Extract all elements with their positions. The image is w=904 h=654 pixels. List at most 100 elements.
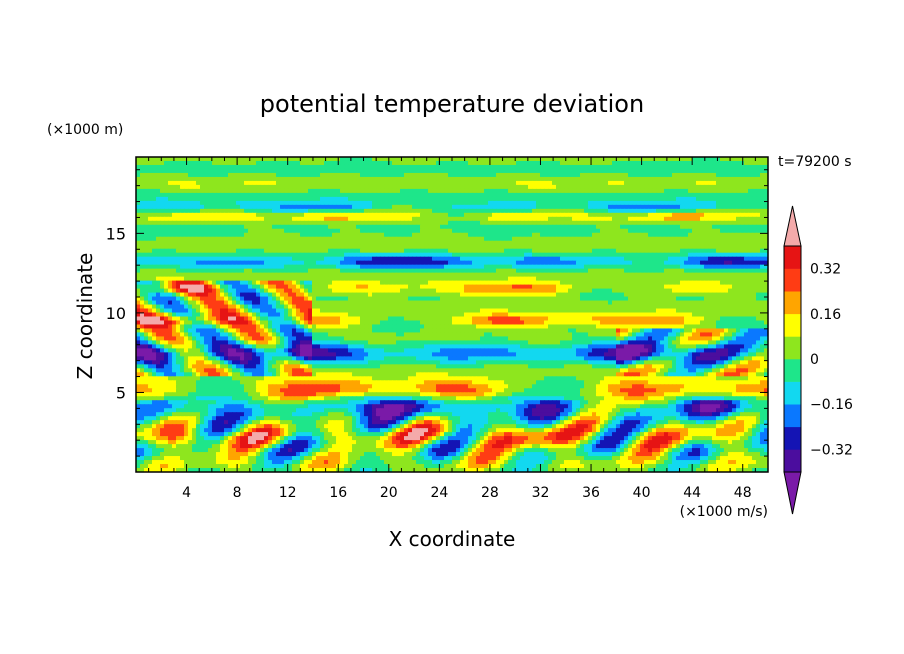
field-cell	[740, 204, 745, 210]
field-cell	[544, 192, 549, 198]
field-cell	[460, 188, 465, 194]
field-cell	[220, 260, 225, 266]
field-cell	[236, 248, 241, 254]
field-cell	[508, 220, 513, 226]
field-cell	[224, 268, 229, 274]
field-cell	[400, 248, 405, 254]
field-cell	[416, 176, 421, 182]
field-cell	[696, 268, 701, 274]
field-cell	[452, 280, 457, 286]
field-cell	[292, 244, 297, 250]
field-cell	[440, 228, 445, 234]
field-cell	[480, 268, 485, 274]
field-cell	[204, 160, 209, 166]
field-cell	[544, 272, 549, 278]
field-cell	[664, 184, 669, 190]
field-cell	[340, 236, 345, 242]
field-cell	[652, 232, 657, 238]
field-cell	[216, 264, 221, 270]
field-cell	[164, 272, 169, 278]
field-cell	[288, 200, 293, 206]
field-cell	[188, 216, 193, 222]
field-cell	[332, 157, 337, 162]
field-cell	[500, 244, 505, 250]
field-cell	[524, 200, 529, 206]
field-cell	[416, 256, 421, 262]
field-cell	[696, 180, 701, 186]
field-cell	[644, 264, 649, 270]
field-cell	[516, 188, 521, 194]
field-cell	[180, 224, 185, 230]
field-cell	[716, 256, 721, 262]
field-cell	[356, 204, 361, 210]
field-cell	[632, 208, 637, 214]
field-cell	[388, 268, 393, 274]
field-cell	[344, 232, 349, 238]
field-cell	[176, 232, 181, 238]
field-cell	[552, 240, 557, 246]
field-cell	[148, 172, 153, 178]
field-cell	[704, 220, 709, 226]
field-cell	[196, 168, 201, 174]
field-cell	[700, 224, 705, 230]
field-cell	[740, 244, 745, 250]
field-cell	[652, 276, 657, 282]
field-cell	[520, 192, 525, 198]
field-cell	[284, 204, 289, 210]
field-cell	[672, 192, 677, 198]
field-cell	[248, 160, 253, 166]
field-cell	[432, 180, 437, 186]
field-cell	[724, 200, 729, 206]
field-cell	[720, 192, 725, 198]
field-cell	[532, 224, 537, 230]
field-cell	[284, 188, 289, 194]
field-cell	[656, 192, 661, 198]
field-cell	[204, 252, 209, 258]
field-cell	[744, 216, 749, 222]
field-cell	[180, 176, 185, 182]
field-cell	[356, 256, 361, 262]
field-cell	[224, 200, 229, 206]
field-cell	[220, 200, 225, 206]
field-cell	[504, 188, 509, 194]
field-cell	[516, 252, 521, 258]
field-cell	[460, 196, 465, 202]
field-cell	[224, 264, 229, 270]
field-cell	[312, 236, 317, 242]
field-cell	[544, 157, 549, 162]
field-cell	[480, 216, 485, 222]
field-cell	[576, 264, 581, 270]
field-cell	[344, 228, 349, 234]
field-cell	[652, 176, 657, 182]
field-cell	[668, 180, 673, 186]
field-cell	[480, 172, 485, 178]
field-cell	[400, 192, 405, 198]
field-cell	[156, 224, 161, 230]
field-cell	[528, 224, 533, 230]
field-cell	[668, 168, 673, 174]
field-cell	[688, 240, 693, 246]
field-cell	[196, 196, 201, 202]
field-cell	[212, 192, 217, 198]
field-cell	[692, 192, 697, 198]
field-cell	[620, 272, 625, 278]
field-cell	[148, 276, 153, 282]
field-cell	[248, 280, 253, 286]
field-cell	[200, 280, 205, 286]
field-cell	[696, 204, 701, 210]
field-cell	[484, 204, 489, 210]
field-cell	[372, 236, 377, 242]
field-cell	[328, 248, 333, 254]
field-cell	[428, 252, 433, 258]
field-cell	[284, 220, 289, 226]
field-cell	[472, 236, 477, 242]
field-cell	[220, 236, 225, 242]
field-cell	[144, 248, 149, 254]
field-cell	[136, 260, 141, 266]
field-cell	[300, 160, 305, 166]
field-cell	[684, 212, 689, 218]
field-cell	[344, 268, 349, 274]
field-cell	[508, 240, 513, 246]
field-cell	[484, 164, 489, 170]
field-cell	[708, 248, 713, 254]
